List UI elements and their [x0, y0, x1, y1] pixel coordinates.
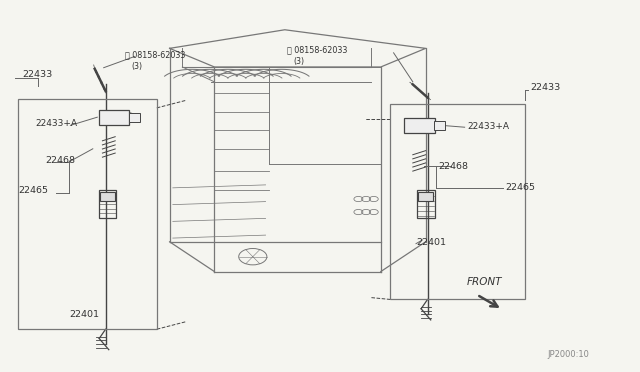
Bar	[434, 121, 445, 130]
Text: 22465: 22465	[506, 183, 536, 192]
Text: 22468: 22468	[45, 155, 75, 164]
Text: 22468: 22468	[438, 161, 468, 170]
Bar	[99, 190, 116, 218]
Bar	[418, 192, 433, 201]
Text: 22401: 22401	[416, 238, 446, 247]
Bar	[18, 99, 157, 329]
Text: Ⓑ 08158-62033: Ⓑ 08158-62033	[287, 46, 347, 55]
Text: (3): (3)	[293, 57, 304, 66]
Text: 22433: 22433	[22, 70, 52, 79]
Text: FRONT: FRONT	[467, 276, 502, 286]
Bar	[417, 190, 435, 218]
Text: 22401: 22401	[69, 310, 99, 319]
Bar	[100, 192, 115, 201]
Bar	[404, 118, 435, 133]
Text: 22433: 22433	[530, 83, 560, 92]
Text: (3): (3)	[131, 62, 142, 71]
Text: 22433+A: 22433+A	[467, 122, 509, 131]
Text: Ⓑ 08158-62033: Ⓑ 08158-62033	[125, 51, 185, 60]
Bar	[99, 110, 129, 125]
Text: 22433+A: 22433+A	[35, 119, 77, 128]
Bar	[129, 112, 140, 122]
Text: JP2000:10: JP2000:10	[547, 350, 589, 359]
Text: 22465: 22465	[18, 186, 48, 195]
Bar	[390, 104, 525, 299]
